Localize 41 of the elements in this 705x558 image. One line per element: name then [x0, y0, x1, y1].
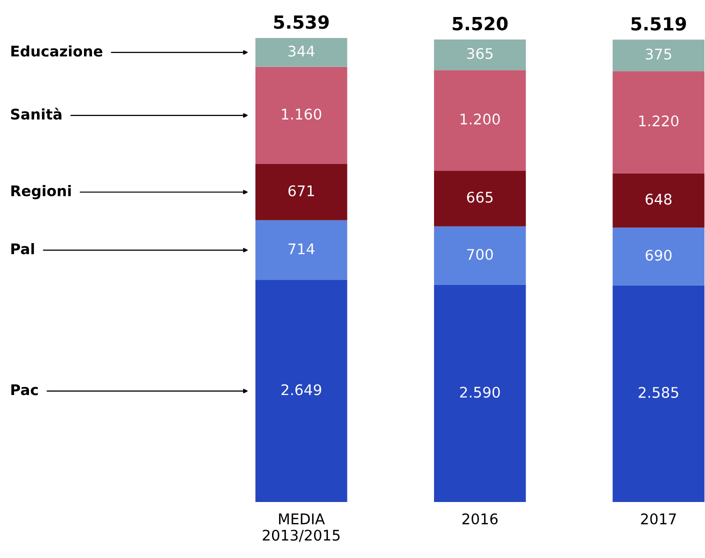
- bar: [612, 173, 704, 228]
- data-label: 690: [646, 250, 672, 261]
- text: Pac: [11, 384, 38, 396]
- data-label: 365: [467, 48, 493, 60]
- bar: [255, 220, 348, 280]
- data-label: 671: [288, 185, 314, 196]
- bar: [434, 70, 526, 171]
- text: Sanità: [11, 108, 62, 120]
- data-label: 665: [467, 192, 493, 203]
- bar: [434, 40, 526, 70]
- bar: [612, 228, 704, 286]
- bar: [434, 226, 526, 285]
- data-label: 375: [646, 48, 672, 60]
- data-label: 2.585: [638, 386, 678, 398]
- bar: [255, 280, 348, 502]
- bar: [434, 284, 526, 502]
- bar: [255, 38, 348, 67]
- data-label: 700: [467, 248, 493, 260]
- data-label: 1.220: [639, 115, 678, 126]
- x-tick-label: 2017: [641, 513, 676, 524]
- bar: [255, 66, 348, 164]
- text: Pal: [11, 243, 34, 254]
- text: Regioni: [11, 185, 71, 200]
- bar: [434, 170, 526, 226]
- text: Educazione: [11, 45, 102, 57]
- x-tick-label: MEDIA 2013/2015: [262, 514, 340, 542]
- x-tick-label: 2016: [462, 513, 498, 524]
- data-label: 1.200: [460, 114, 500, 125]
- bar: [612, 40, 704, 72]
- data-label: 344: [288, 46, 314, 57]
- total-label: 5.520: [452, 16, 508, 30]
- total-label: 5.519: [631, 16, 686, 31]
- total-label: 5.539: [274, 15, 329, 29]
- bar: [255, 164, 348, 220]
- data-label: 2.590: [460, 386, 500, 398]
- bar: [612, 71, 704, 174]
- data-label: 1.160: [282, 108, 322, 120]
- data-label: 2.649: [282, 384, 322, 396]
- data-label: 714: [288, 244, 314, 254]
- data-label: 648: [646, 194, 672, 205]
- bar: [612, 285, 704, 502]
